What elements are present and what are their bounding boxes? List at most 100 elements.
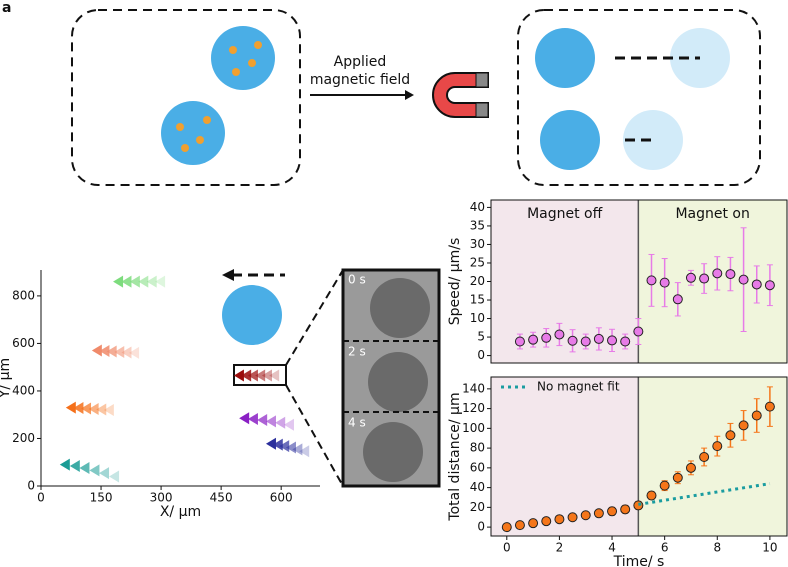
marker (659, 277, 670, 288)
y-tick-label: 40 (470, 480, 485, 494)
droplet-ghost (623, 110, 683, 170)
marker (73, 402, 84, 415)
marker (607, 506, 618, 517)
marker (528, 334, 539, 345)
panel-label: a (2, 0, 11, 16)
marker (81, 402, 92, 415)
marker (580, 510, 591, 521)
marker (685, 272, 696, 283)
frame-label: 4 s (348, 416, 366, 430)
marker (620, 504, 631, 515)
marker (129, 346, 140, 359)
x-tick-label: 6 (661, 541, 669, 555)
x-axis-label: X/ μm (160, 504, 201, 520)
marker (580, 336, 591, 347)
x-axis-label: Time/ s (613, 554, 665, 567)
marker (751, 410, 762, 421)
magnet (432, 72, 489, 118)
x-tick-label: 300 (150, 491, 173, 505)
marker (247, 412, 258, 425)
marker (528, 518, 539, 529)
marker (99, 345, 110, 358)
marker (233, 369, 244, 382)
marker (96, 403, 107, 416)
marker (725, 430, 736, 441)
y-axis-label: Total distance/ μm (447, 392, 463, 521)
marker (155, 275, 166, 288)
droplet (535, 28, 595, 88)
y-tick-label: 800 (12, 288, 35, 302)
marker (69, 460, 80, 473)
fit-line (638, 482, 771, 506)
y-tick-label: 60 (470, 460, 485, 474)
zoom-line (285, 269, 344, 366)
marker (88, 403, 99, 416)
x-tick-label: 600 (270, 491, 293, 505)
y-tick-label: 10 (470, 311, 485, 325)
marker (659, 480, 670, 491)
marker (272, 438, 283, 451)
micrograph (341, 268, 441, 488)
droplet (211, 26, 275, 90)
y-tick-label: 0 (477, 520, 485, 534)
magnet-pole (475, 72, 489, 88)
marker (299, 445, 310, 458)
marker (712, 268, 723, 279)
marker (712, 441, 723, 452)
container (517, 9, 761, 186)
marker (514, 520, 525, 531)
marker (725, 269, 736, 280)
marker (241, 369, 252, 382)
marker (607, 335, 618, 346)
marker (593, 333, 604, 344)
frame-label: 0 s (348, 273, 366, 287)
y-tick-label: 40 (470, 200, 485, 214)
marker (79, 461, 90, 474)
marker (292, 443, 303, 456)
y-tick-label: 35 (470, 218, 485, 232)
marker (501, 522, 512, 533)
marker (121, 346, 132, 359)
marker (699, 451, 710, 462)
marker (279, 440, 290, 453)
y-tick-label: 20 (470, 274, 485, 288)
marker (554, 329, 565, 340)
marker (567, 512, 578, 523)
y-tick-label: 600 (12, 336, 35, 350)
marker (255, 369, 266, 382)
marker (91, 344, 102, 357)
y-tick-label: 140 (462, 381, 485, 395)
highlight-box (233, 364, 287, 386)
marker (257, 413, 268, 426)
marker (146, 275, 157, 288)
droplet (222, 285, 282, 345)
marker (59, 458, 70, 471)
diagram-label: Applied (334, 54, 387, 70)
marker (646, 275, 657, 286)
annotation: Magnet on (675, 206, 749, 222)
y-tick-label: 25 (470, 255, 485, 269)
diagram-label: magnetic field (310, 72, 410, 88)
marker (285, 441, 296, 454)
x-tick-label: 150 (90, 491, 113, 505)
y-tick-label: 80 (470, 441, 485, 455)
y-axis-label: Speed/ μm/s (447, 238, 463, 326)
marker (633, 326, 644, 337)
marker (593, 508, 604, 519)
marker (99, 467, 110, 480)
marker (699, 273, 710, 284)
y-tick-label: 400 (12, 383, 35, 397)
marker (764, 280, 775, 291)
marker (751, 279, 762, 290)
marker (261, 369, 272, 382)
y-tick-label: 0 (477, 348, 485, 362)
marker (514, 336, 525, 347)
marker (121, 275, 132, 288)
x-tick-label: 2 (556, 541, 564, 555)
droplet (161, 101, 225, 165)
marker (247, 369, 258, 382)
marker (567, 335, 578, 346)
marker (672, 472, 683, 483)
marker (65, 401, 76, 414)
